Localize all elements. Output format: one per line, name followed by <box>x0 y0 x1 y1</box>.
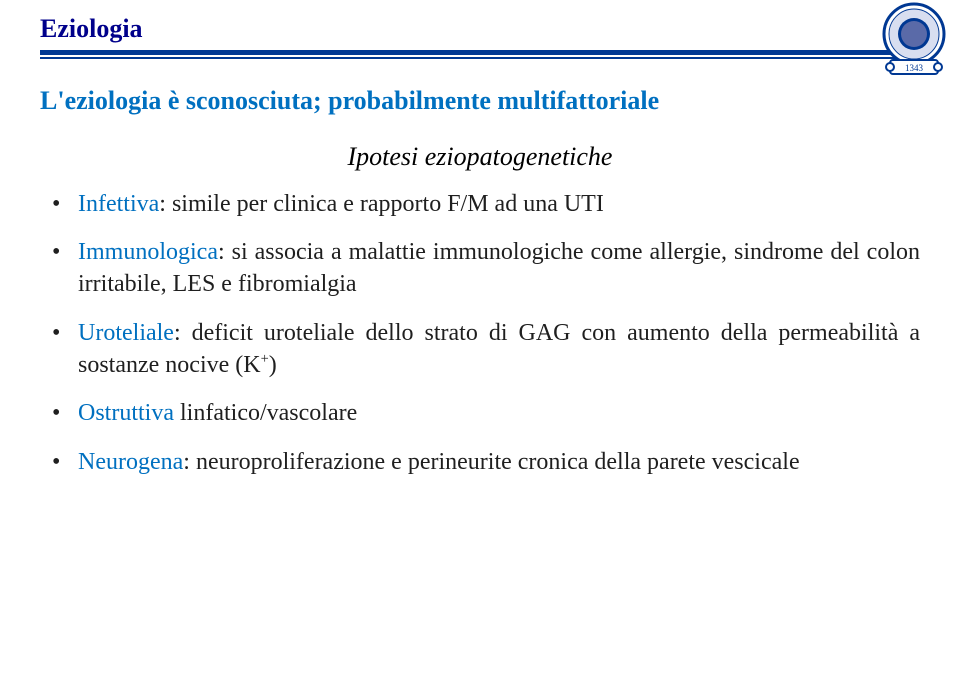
bullet-lead: Uroteliale <box>78 320 174 346</box>
bullet-lead: Immunologica <box>78 239 218 265</box>
title-underline <box>40 50 920 59</box>
bullet-rest: : simile per clinica e rapporto F/M ad u… <box>159 191 604 217</box>
bullet-ostruttiva: Ostruttiva linfatico/vascolare <box>50 397 920 429</box>
bullet-list: Infettiva: simile per clinica e rapporto… <box>40 188 920 479</box>
bullet-uroteliale: Uroteliale: deficit uroteliale dello str… <box>50 317 920 382</box>
bullet-rest: linfatico/vascolare <box>174 400 357 426</box>
bullet-rest: : deficit uroteliale dello strato di GAG… <box>78 320 920 378</box>
bullet-lead: Neurogena <box>78 449 183 475</box>
bullet-lead: Ostruttiva <box>78 400 174 426</box>
subheading-text: Ipotesi eziopatogenetiche <box>40 142 920 172</box>
superscript-plus: + <box>261 351 269 367</box>
university-seal-logo: 1343 <box>876 0 952 86</box>
bullet-neurogena: Neurogena: neuroproliferazione e perineu… <box>50 446 920 478</box>
slide-root: 1343 Eziologia L'eziologia è sconosciuta… <box>0 0 960 678</box>
bullet-tail: ) <box>269 352 277 378</box>
headline-text: L'eziologia è sconosciuta; probabilmente… <box>40 85 920 118</box>
bullet-immunologica: Immunologica: si associa a malattie immu… <box>50 236 920 301</box>
bullet-lead: Infettiva <box>78 191 159 217</box>
bullet-rest: : neuroproliferazione e perineurite cron… <box>183 449 799 475</box>
svg-text:1343: 1343 <box>905 63 924 73</box>
bullet-infettiva: Infettiva: simile per clinica e rapporto… <box>50 188 920 220</box>
slide-title: Eziologia <box>40 14 920 44</box>
